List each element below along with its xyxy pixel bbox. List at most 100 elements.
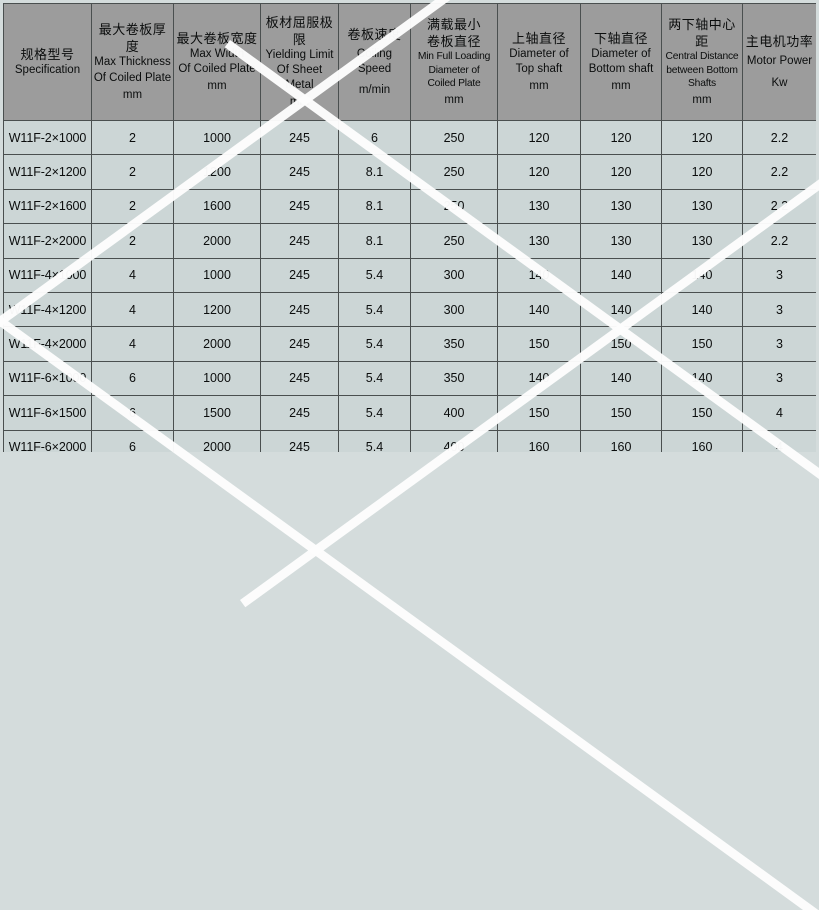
cell-value: 400: [410, 395, 498, 431]
cell-value: 4: [91, 257, 174, 293]
cell-value: 245: [260, 395, 339, 431]
cell-value: 1200: [173, 291, 261, 328]
table-row: W11F-2×1000 2 1000 245 6 250 120 120 120 2.2: [3, 119, 816, 156]
header-en-max-thickness-l1: Max Thickness: [94, 56, 171, 69]
column-header-coiling-speed: 卷板速度 Coiling Speed m/min: [338, 3, 411, 121]
header-en-min-loading-l2: Diameter of: [428, 64, 480, 76]
cell-value: 140: [661, 360, 743, 397]
cell-value: 120: [497, 119, 581, 156]
column-header-motor-power: 主电机功率 Motor Power Kw: [742, 3, 816, 121]
cell-value: 245: [260, 326, 339, 362]
cell-value: 5.4: [338, 360, 411, 397]
cell-value: 4: [91, 291, 174, 328]
cell-value: 2.2: [742, 223, 816, 259]
header-en-central-distance-l3: Shafts: [688, 78, 716, 90]
cell-value: 140: [497, 360, 581, 397]
cell-value: 245: [260, 223, 339, 259]
cell-value: 140: [497, 291, 581, 328]
header-zh-max-width: 最大卷板宽度: [176, 30, 258, 46]
table-row: W11F-4×2000 4 2000 245 5.4 350 150 150 150 3: [3, 326, 816, 362]
cell-value: 6: [91, 429, 174, 452]
cell-value: 140: [580, 360, 662, 397]
cell-value: 160: [661, 429, 743, 452]
header-en-coiling-speed: Coiling Speed: [356, 47, 393, 75]
cell-value: 150: [497, 326, 581, 362]
cell-value: 130: [661, 223, 743, 259]
header-en-top-shaft-l2: Top shaft: [515, 62, 563, 75]
cell-value: 1600: [173, 188, 261, 225]
header-en-yielding-limit-l1: Yielding Limit: [265, 48, 334, 61]
cell-specification: W11F-6×1500: [3, 395, 92, 431]
cell-value: 8.1: [338, 188, 411, 225]
cell-value: 150: [497, 395, 581, 431]
cell-value: 5.4: [338, 326, 411, 362]
cell-specification: W11F-2×2000: [3, 223, 92, 259]
cell-value: 5.4: [338, 429, 411, 452]
cell-value: 4: [742, 395, 816, 431]
column-header-min-full-loading-diameter: 满载最小 卷板直径 Min Full Loading Diameter of C…: [410, 3, 498, 121]
header-en-central-distance-l2: between Bottom: [666, 64, 738, 76]
header-spacer-4: [744, 70, 815, 74]
cell-value: 5.4: [338, 395, 411, 431]
cell-value: 8.1: [338, 223, 411, 259]
cell-value: 245: [260, 291, 339, 328]
cell-value: 160: [580, 429, 662, 452]
cell-value: 5.4: [338, 257, 411, 293]
cell-value: 130: [497, 223, 581, 259]
header-unit-yielding-limit: mm: [289, 96, 310, 109]
header-en-central-distance-l1: Central Distance: [665, 51, 739, 63]
cell-value: 5.4: [338, 291, 411, 328]
header-spacer-2: [340, 77, 409, 81]
cell-value: 120: [497, 154, 581, 190]
cell-specification: W11F-4×1000: [3, 257, 92, 293]
cell-specification: W11F-2×1000: [3, 119, 92, 156]
column-header-bottom-shaft-diameter: 下轴直径 Diameter of Bottom shaft mm: [580, 3, 662, 121]
cell-value: 130: [580, 188, 662, 225]
cell-value: 245: [260, 257, 339, 293]
cell-value: 2.2: [742, 188, 816, 225]
cell-value: 2000: [173, 326, 261, 362]
column-header-central-distance: 两下轴中心距 Central Distance between Bottom S…: [661, 3, 743, 121]
header-en-specification: Specification: [14, 63, 81, 76]
header-unit-max-thickness: mm: [122, 88, 143, 101]
cell-value: 1200: [173, 154, 261, 190]
header-zh-specification: 规格型号: [20, 46, 75, 62]
cell-specification: W11F-2×1600: [3, 188, 92, 225]
cell-value: 140: [661, 291, 743, 328]
header-zh-top-shaft: 上轴直径: [511, 30, 566, 46]
cell-value: 2: [91, 223, 174, 259]
column-header-yielding-limit: 板材屈服极限 Yielding Limit Of Sheet Metal mm: [260, 3, 339, 121]
header-unit-top-shaft: mm: [529, 80, 549, 93]
cell-value: 150: [580, 326, 662, 362]
cell-value: 245: [260, 188, 339, 225]
cell-value: 2: [91, 188, 174, 225]
cell-value: 140: [497, 257, 581, 293]
header-en-top-shaft-l1: Diameter of: [509, 47, 569, 60]
header-zh-max-thickness: 最大卷板厚度: [98, 22, 167, 55]
specification-table-container: 规格型号 Specification 最大卷板厚度 Max Thickness …: [3, 3, 816, 452]
table-row: W11F-6×1500 6 1500 245 5.4 400 150 150 150 4: [3, 395, 816, 431]
header-unit-max-width: mm: [207, 80, 227, 93]
column-header-max-thickness: 最大卷板厚度 Max Thickness Of Coiled Plate mm: [91, 3, 174, 121]
cell-value: 130: [580, 223, 662, 259]
cell-value: 120: [580, 154, 662, 190]
table-row: W11F-4×1200 4 1200 245 5.4 300 140 140 140 3: [3, 291, 816, 328]
header-en-motor-power: Motor Power: [746, 55, 813, 68]
cell-value: 6: [91, 360, 174, 397]
cell-value: 2.2: [742, 154, 816, 190]
header-zh-bottom-shaft: 下轴直径: [593, 30, 648, 46]
cell-value: 150: [661, 326, 743, 362]
cell-value: 250: [410, 188, 498, 225]
header-en-bottom-shaft-l1: Diameter of: [591, 47, 651, 60]
cell-value: 150: [580, 395, 662, 431]
cell-value: 250: [410, 119, 498, 156]
cell-value: 2: [91, 154, 174, 190]
cell-specification: W11F-6×1000: [3, 360, 92, 397]
cell-value: 3: [742, 360, 816, 397]
header-zh-coiling-speed: 卷板速度: [347, 26, 402, 42]
cell-specification: W11F-6×2000: [3, 429, 92, 452]
cell-value: 8.1: [338, 154, 411, 190]
cell-value: 120: [580, 119, 662, 156]
cell-value: 245: [260, 360, 339, 397]
header-en-min-loading-l3: Coiled Plate: [427, 78, 481, 90]
